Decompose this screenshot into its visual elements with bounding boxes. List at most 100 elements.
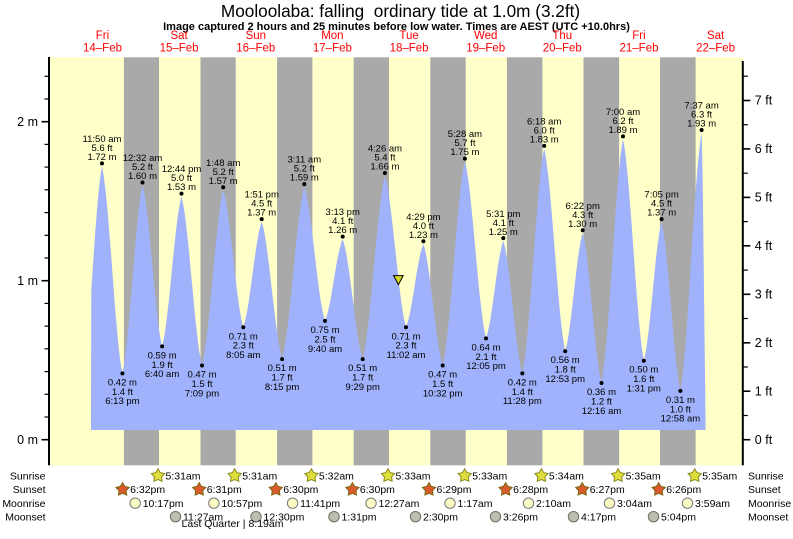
svg-text:7:37 am: 7:37 am — [684, 101, 718, 112]
svg-text:11:50 am: 11:50 am — [83, 134, 122, 145]
svg-text:1.7 ft: 1.7 ft — [352, 373, 373, 384]
svg-text:9:40 am: 9:40 am — [308, 344, 342, 355]
svg-text:6:30pm: 6:30pm — [360, 484, 395, 496]
svg-text:Moonset: Moonset — [748, 511, 788, 523]
svg-text:2:10am: 2:10am — [536, 498, 571, 510]
svg-text:4:29 pm: 4:29 pm — [406, 212, 440, 223]
svg-text:6.0 ft: 6.0 ft — [534, 126, 555, 137]
svg-text:12:44 pm: 12:44 pm — [162, 164, 202, 175]
svg-text:5:31 pm: 5:31 pm — [486, 209, 520, 220]
svg-text:11:28 pm: 11:28 pm — [503, 396, 542, 407]
svg-text:3:13 pm: 3:13 pm — [326, 207, 360, 218]
svg-text:2 ft: 2 ft — [755, 336, 773, 350]
svg-text:1.93 m: 1.93 m — [687, 119, 716, 130]
svg-text:2 m: 2 m — [17, 115, 38, 129]
svg-text:1.57 m: 1.57 m — [209, 176, 238, 187]
svg-text:6.3 ft: 6.3 ft — [691, 110, 712, 121]
svg-text:Sat: Sat — [170, 30, 188, 42]
svg-text:5:04pm: 5:04pm — [661, 511, 696, 523]
svg-text:1.8 ft: 1.8 ft — [555, 365, 576, 376]
svg-text:1.5 ft: 1.5 ft — [432, 379, 453, 390]
svg-text:12:27am: 12:27am — [379, 498, 420, 510]
svg-text:6:32pm: 6:32pm — [130, 484, 165, 496]
svg-text:0.64 m: 0.64 m — [471, 342, 500, 353]
svg-text:6:22 pm: 6:22 pm — [566, 201, 600, 212]
svg-text:0.47 m: 0.47 m — [187, 370, 216, 381]
svg-text:1.89 m: 1.89 m — [608, 125, 637, 136]
svg-text:6:27pm: 6:27pm — [590, 484, 625, 496]
svg-text:3:04am: 3:04am — [617, 498, 652, 510]
svg-text:6:26pm: 6:26pm — [666, 484, 701, 496]
svg-text:1.0 ft: 1.0 ft — [670, 404, 691, 415]
svg-text:0.59 m: 0.59 m — [148, 350, 177, 361]
svg-text:6:28pm: 6:28pm — [513, 484, 548, 496]
svg-text:5.7 ft: 5.7 ft — [454, 138, 475, 149]
svg-text:0.31 m: 0.31 m — [666, 395, 695, 406]
svg-text:5:34am: 5:34am — [549, 470, 584, 482]
svg-text:Mon: Mon — [321, 30, 343, 42]
svg-text:1.37 m: 1.37 m — [247, 208, 276, 219]
svg-text:1.75 m: 1.75 m — [450, 147, 479, 158]
svg-text:0.50 m: 0.50 m — [629, 365, 658, 376]
svg-text:1.72 m: 1.72 m — [87, 152, 116, 163]
svg-text:1.30 m: 1.30 m — [568, 219, 597, 230]
svg-text:18–Feb: 18–Feb — [390, 43, 429, 55]
svg-text:Sat: Sat — [707, 30, 725, 42]
svg-text:Last Quarter | 8:19am: Last Quarter | 8:19am — [182, 518, 284, 530]
svg-text:0.51 m: 0.51 m — [348, 363, 377, 374]
svg-text:1 ft: 1 ft — [755, 384, 773, 398]
svg-text:2.1 ft: 2.1 ft — [475, 352, 496, 363]
svg-text:5.2 ft: 5.2 ft — [294, 164, 315, 175]
svg-text:12:53 pm: 12:53 pm — [545, 374, 585, 385]
svg-text:14–Feb: 14–Feb — [83, 43, 122, 55]
svg-text:5.6 ft: 5.6 ft — [91, 143, 112, 154]
svg-text:15–Feb: 15–Feb — [160, 43, 199, 55]
svg-text:5.2 ft: 5.2 ft — [213, 167, 234, 178]
svg-text:5:35am: 5:35am — [626, 470, 661, 482]
svg-text:1.5 ft: 1.5 ft — [191, 379, 212, 390]
svg-text:3:11 am: 3:11 am — [287, 155, 321, 166]
svg-text:0 ft: 0 ft — [755, 433, 773, 447]
svg-text:4.1 ft: 4.1 ft — [493, 218, 514, 229]
svg-text:4.1 ft: 4.1 ft — [332, 216, 353, 227]
svg-text:1:51 pm: 1:51 pm — [245, 190, 279, 201]
svg-text:0.75 m: 0.75 m — [310, 325, 339, 336]
svg-text:0.71 m: 0.71 m — [391, 331, 420, 342]
svg-text:12:16 am: 12:16 am — [582, 406, 622, 417]
svg-text:6:40 am: 6:40 am — [145, 369, 179, 380]
svg-text:12:32 am: 12:32 am — [123, 153, 163, 164]
svg-text:6:29pm: 6:29pm — [437, 484, 472, 496]
svg-text:4.5 ft: 4.5 ft — [251, 199, 272, 210]
svg-text:1.7 ft: 1.7 ft — [272, 373, 293, 384]
svg-text:5:31am: 5:31am — [166, 470, 201, 482]
svg-text:0.51 m: 0.51 m — [268, 363, 297, 374]
svg-text:Tue: Tue — [399, 30, 418, 42]
svg-text:1.60 m: 1.60 m — [128, 171, 157, 182]
svg-text:5.2 ft: 5.2 ft — [132, 162, 153, 173]
svg-text:6.2 ft: 6.2 ft — [612, 116, 633, 127]
svg-text:1 m: 1 m — [17, 274, 38, 288]
svg-text:1.25 m: 1.25 m — [489, 227, 518, 238]
svg-text:1.4 ft: 1.4 ft — [112, 387, 133, 398]
svg-text:5:33am: 5:33am — [472, 470, 507, 482]
svg-text:8:15 pm: 8:15 pm — [265, 382, 299, 393]
svg-text:11:02 am: 11:02 am — [387, 350, 426, 361]
svg-text:21–Feb: 21–Feb — [619, 43, 658, 55]
svg-text:2.5 ft: 2.5 ft — [314, 334, 335, 345]
svg-text:0.47 m: 0.47 m — [428, 370, 457, 381]
svg-text:4:17pm: 4:17pm — [581, 511, 616, 523]
svg-text:5 ft: 5 ft — [755, 191, 773, 205]
svg-text:1.83 m: 1.83 m — [530, 135, 559, 146]
svg-text:Sunrise: Sunrise — [748, 470, 784, 482]
svg-text:9:29 pm: 9:29 pm — [346, 382, 380, 393]
svg-text:12:58 am: 12:58 am — [661, 414, 701, 425]
svg-text:4.0 ft: 4.0 ft — [413, 221, 434, 232]
svg-text:Sun: Sun — [246, 30, 266, 42]
svg-text:7 ft: 7 ft — [755, 94, 773, 108]
svg-text:5:35am: 5:35am — [702, 470, 737, 482]
svg-text:4.3 ft: 4.3 ft — [572, 210, 593, 221]
svg-text:4:26 am: 4:26 am — [368, 144, 402, 155]
svg-text:6:18 am: 6:18 am — [527, 117, 561, 128]
svg-text:5:31am: 5:31am — [242, 470, 277, 482]
svg-text:2.3 ft: 2.3 ft — [395, 341, 416, 352]
